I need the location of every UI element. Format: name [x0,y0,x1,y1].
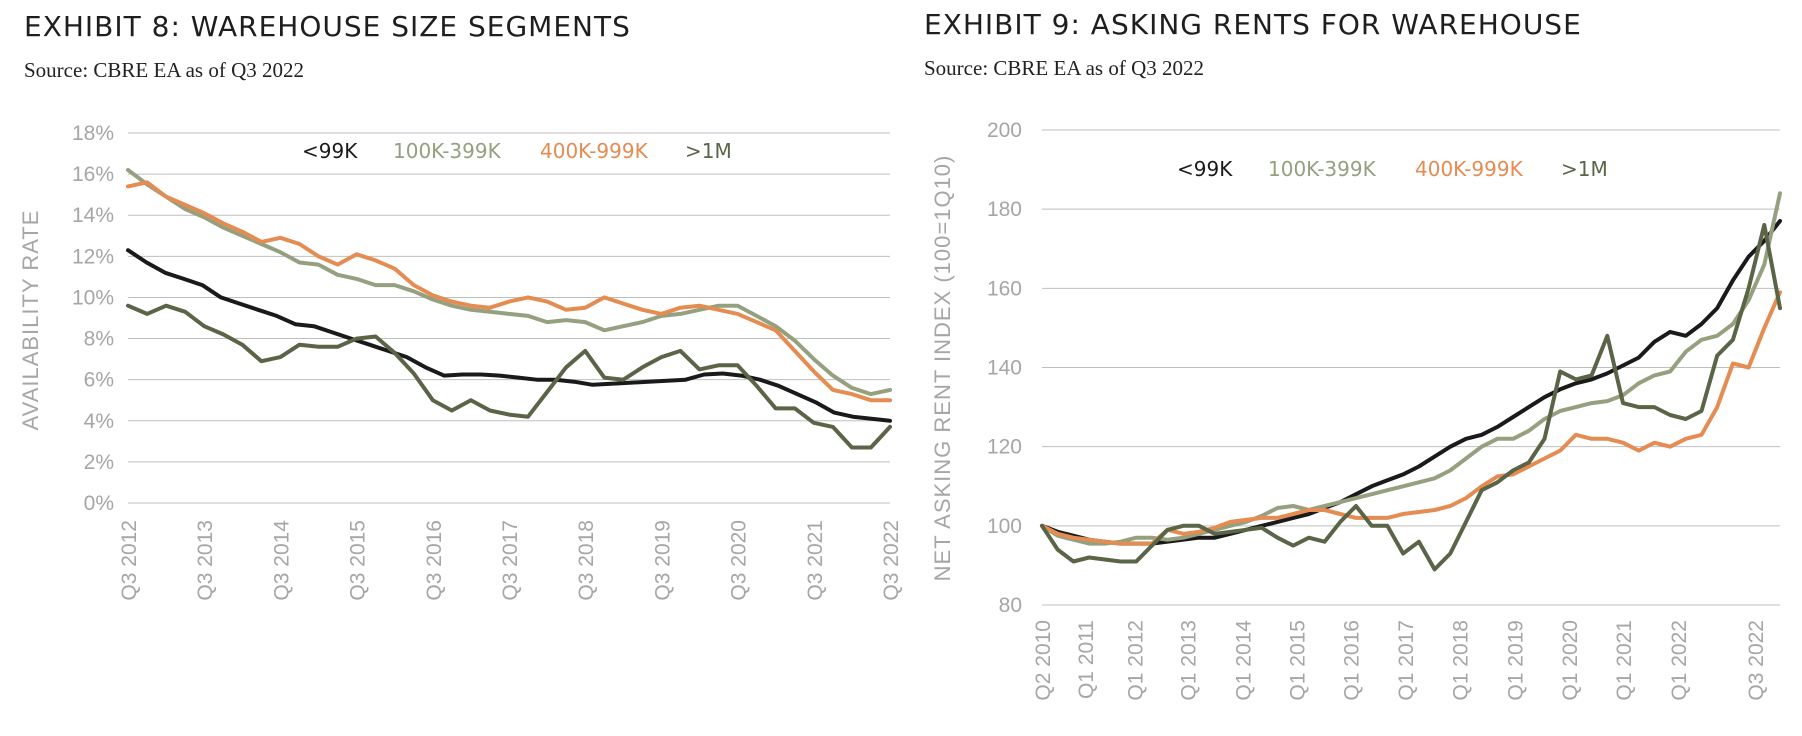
exhibit-9-legend: <99K 100K-399K 400K-999K >1M [1177,157,1608,181]
exhibit-9-x-tick-label: Q3 2022 [1745,620,1768,701]
exhibit-9-legend-item: 100K-399K [1268,157,1377,181]
exhibit-8-x-tick-label: Q3 2017 [499,520,522,601]
exhibit-8-legend-item: <99K [302,139,358,163]
exhibit-8-y-tick-label: 16% [72,163,114,186]
exhibit-9-x-tick-label: Q1 2015 [1287,620,1310,701]
exhibit-8-legend-item: >1M [685,139,732,163]
exhibit-8-y-tick-label: 12% [72,245,114,268]
exhibit-8-x-tick-label: Q3 2015 [347,520,370,601]
exhibit-8-chart: 0% 2% 4% 6% 8% 10% 12% 14% 16% 18% AVAILABILITY RA… [18,122,903,601]
exhibit-9-title: EXHIBIT 9: ASKING RENTS FOR WAREHOUSE [924,8,1582,41]
exhibit-9-gridlines [1042,129,1780,606]
exhibit-8-y-axis-title: AVAILABILITY RATE [18,210,43,431]
exhibit-8-y-tick-label: 4% [84,410,114,433]
exhibit-8-y-tick-label: 18% [72,122,114,145]
exhibit-8-x-tick-label: Q3 2013 [194,520,217,601]
exhibit-9-series-line-3 [1040,223,1782,572]
exhibit-9-x-tick-label: Q1 2018 [1450,620,1473,701]
exhibit-9-legend-item: <99K [1177,157,1233,181]
exhibit-9-x-tick-label: Q2 2010 [1032,620,1055,701]
exhibit-9-legend-item: 400K-999K [1415,157,1524,181]
exhibit-8-title: EXHIBIT 8: WAREHOUSE SIZE SEGMENTS [24,10,631,43]
exhibit-9-y-tick-label: 80 [999,594,1022,617]
exhibit-8-y-tick-label: 6% [84,369,114,392]
exhibit-8-y-tick-label: 14% [72,204,114,227]
exhibit-9-legend-item: >1M [1561,157,1608,181]
exhibit-8-series [126,168,892,450]
exhibit-9-x-tick-label: Q1 2012 [1124,620,1147,701]
exhibit-9-series-line-0 [1040,219,1782,546]
exhibit-9-series [1040,191,1782,572]
exhibit-8-x-tick-label: Q3 2019 [651,520,674,601]
exhibit-9-x-tick-label: Q1 2016 [1340,620,1363,701]
exhibit-9-x-tick-label: Q1 2019 [1504,620,1527,701]
exhibit-8-x-tick-label: Q3 2014 [270,520,293,601]
exhibit-9-x-ticks: Q2 2010 Q1 2011 Q1 2012 Q1 2013 Q1 2014 Q1 20… [1032,620,1768,701]
exhibit-8-legend: <99K 100K-399K 400K-999K >1M [302,139,732,163]
exhibit-8-gridlines [128,132,890,504]
exhibit-8-x-tick-label: Q3 2020 [728,520,751,601]
exhibit-8-series-line-0 [126,248,892,423]
exhibit-8-series-line-3 [126,303,892,450]
exhibit-9-series-line-2 [1040,290,1782,546]
exhibit-9-source: Source: CBRE EA as of Q3 2022 [924,56,1204,80]
exhibit-8-x-tick-label: Q3 2022 [880,520,903,601]
exhibit-8-legend-item: 400K-999K [540,139,649,163]
exhibit-8-y-tick-label: 2% [84,451,114,474]
exhibit-9-x-tick-label: Q1 2021 [1613,620,1636,701]
exhibit-9-x-tick-label: Q1 2020 [1559,620,1582,701]
exhibit-9-series-line-1 [1040,191,1782,546]
exhibit-9-chart: 80 100 120 140 160 180 200 NET ASKING RENT INDE… [930,119,1782,701]
exhibit-8-x-tick-label: Q3 2018 [575,520,598,601]
exhibit-9-y-tick-label: 120 [987,436,1022,459]
exhibit-9-y-tick-label: 140 [987,357,1022,380]
exhibit-8-x-tick-label: Q3 2021 [804,520,827,601]
exhibit-9-x-tick-label: Q1 2017 [1395,620,1418,701]
exhibit-8-source: Source: CBRE EA as of Q3 2022 [24,58,304,82]
exhibit-9-y-axis-title: NET ASKING RENT INDEX (100=1Q10) [930,155,955,582]
exhibit-8-x-ticks: Q3 2012 Q3 2013 Q3 2014 Q3 2015 Q3 2016 Q3 20… [118,520,903,601]
exhibit-9-y-ticks: 80 100 120 140 160 180 200 [987,119,1022,617]
exhibit-9-y-tick-label: 160 [987,277,1022,300]
exhibit-9-x-tick-label: Q1 2014 [1233,620,1256,701]
exhibit-8-y-tick-label: 8% [84,328,114,351]
exhibit-8-panel: EXHIBIT 8: WAREHOUSE SIZE SEGMENTS Sourc… [0,0,903,736]
exhibit-8-series-line-2 [126,180,892,403]
exhibit-9-x-tick-label: Q1 2022 [1668,620,1691,701]
exhibit-9-y-tick-label: 100 [987,515,1022,538]
exhibit-9-y-tick-label: 180 [987,198,1022,221]
exhibit-8-y-tick-label: 0% [84,492,114,515]
exhibit-8-x-tick-label: Q3 2016 [423,520,446,601]
exhibit-8-series-line-1 [126,168,892,397]
exhibit-9-y-tick-label: 200 [987,119,1022,142]
exhibit-8-y-ticks: 0% 2% 4% 6% 8% 10% 12% 14% 16% 18% [72,122,114,515]
exhibit-9-x-tick-label: Q1 2011 [1075,620,1098,699]
exhibit-8-x-tick-label: Q3 2012 [118,520,141,601]
exhibit-8-legend-item: 100K-399K [393,139,502,163]
exhibit-9-x-tick-label: Q1 2013 [1177,620,1200,701]
exhibit-9-panel: EXHIBIT 9: ASKING RENTS FOR WAREHOUSE So… [900,0,1802,736]
exhibit-8-y-tick-label: 10% [72,286,114,309]
